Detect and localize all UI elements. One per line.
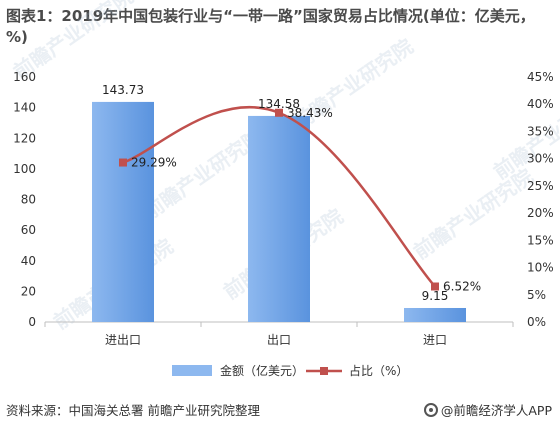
x-tick-label: 出口	[267, 333, 291, 347]
right-tick-label: 10%	[527, 261, 554, 275]
left-tick-label: 20	[21, 284, 36, 298]
brand-credit: @前瞻经济学人APP	[423, 400, 552, 419]
chart-title: 图表1：2019年中国包装行业与“一带一路”国家贸易占比情况(单位：亿美元，%)	[6, 7, 535, 46]
right-tick-label: 45%	[527, 70, 554, 84]
right-tick-label: 35%	[527, 124, 554, 138]
right-tick-label: 30%	[527, 152, 554, 166]
bar-series	[92, 101, 466, 322]
right-axis: 0% 5% 10% 15% 20% 25% 30% 35% 40% 45%	[527, 70, 554, 329]
right-tick-label: 40%	[527, 97, 554, 111]
x-tick-label: 进口	[423, 333, 447, 347]
left-tick-label: 120	[13, 131, 36, 145]
bar	[248, 115, 310, 322]
legend-swatch-marker	[320, 367, 328, 375]
source-note: 资料来源：中国海关总署 前瞻产业研究院整理	[6, 403, 260, 418]
bar	[404, 307, 466, 322]
right-tick-label: 25%	[527, 179, 554, 193]
right-tick-label: 20%	[527, 206, 554, 220]
line-point	[119, 158, 127, 167]
right-tick-label: 15%	[527, 233, 554, 247]
left-tick-label: 80	[21, 193, 36, 207]
left-axis: 0 20 40 60 80 100 120 140 160	[13, 70, 36, 329]
left-tick-label: 160	[13, 70, 36, 84]
data-labels: 143.73 134.58 9.15 29.29% 38.43% 6.52%	[102, 83, 481, 303]
left-tick-label: 0	[28, 315, 36, 329]
legend-label: 占比（%）	[349, 363, 408, 378]
legend-item-amount[interactable]: 金额（亿美元）	[172, 363, 304, 378]
line-series	[119, 105, 439, 291]
x-tick-label: 进出口	[105, 333, 141, 347]
line-point	[431, 282, 439, 291]
legend-swatch-bar	[172, 365, 212, 376]
line-value-label: 6.52%	[443, 280, 481, 294]
line-point	[275, 108, 283, 117]
legend-label: 金额（亿美元）	[220, 363, 304, 378]
bar	[92, 101, 154, 322]
left-tick-label: 40	[21, 254, 36, 268]
left-tick-label: 100	[13, 162, 36, 176]
right-tick-label: 0%	[527, 315, 546, 329]
watermark-text: 前瞻产业研究院	[409, 164, 537, 264]
bar-value-label: 134.58	[258, 97, 300, 111]
right-tick-label: 5%	[527, 288, 546, 302]
x-axis: 进出口 出口 进口	[44, 321, 514, 347]
brand-logo-icon	[423, 402, 438, 417]
brand-text: @前瞻经济学人APP	[440, 403, 552, 418]
legend-item-share[interactable]: 占比（%）	[306, 363, 408, 378]
bar-value-label: 9.15	[422, 289, 449, 303]
line-value-label: 29.29%	[131, 156, 177, 170]
bar-value-label: 143.73	[102, 83, 144, 97]
left-tick-label: 60	[21, 223, 36, 237]
legend[interactable]: 金额（亿美元） 占比（%）	[172, 363, 408, 378]
left-tick-label: 140	[13, 101, 36, 115]
line-value-label: 38.43%	[287, 106, 333, 120]
